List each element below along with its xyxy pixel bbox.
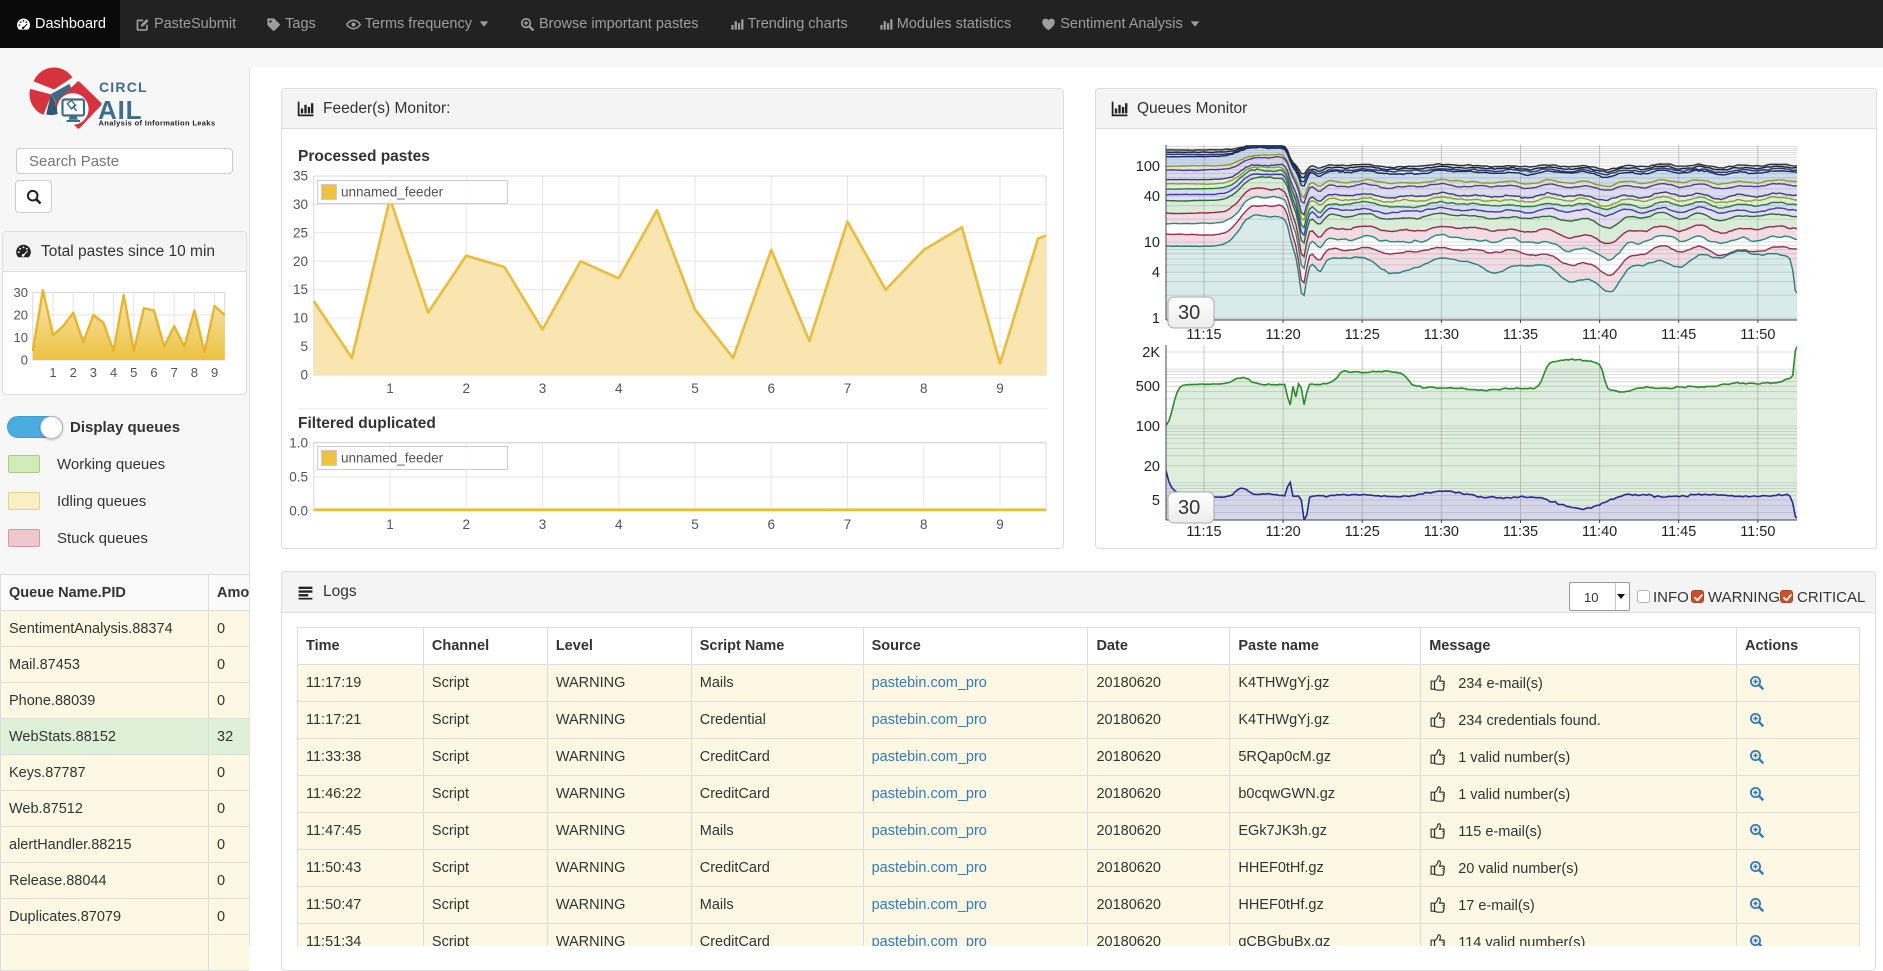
svg-text:6: 6	[767, 517, 775, 532]
svg-text:4: 4	[615, 517, 623, 532]
svg-text:1: 1	[386, 381, 394, 396]
svg-text:11:30: 11:30	[1424, 524, 1459, 540]
svg-text:11:50: 11:50	[1740, 327, 1775, 343]
svg-text:7: 7	[171, 365, 178, 380]
svg-text:11:35: 11:35	[1503, 524, 1538, 540]
svg-text:1: 1	[49, 365, 56, 380]
svg-text:100: 100	[1136, 419, 1160, 435]
svg-text:8: 8	[191, 365, 198, 380]
svg-text:Analysis of Information Leaks: Analysis of Information Leaks	[99, 119, 216, 128]
svg-text:4: 4	[1152, 265, 1160, 281]
svg-text:5: 5	[1152, 493, 1160, 509]
svg-text:30: 30	[293, 197, 308, 212]
svg-text:30: 30	[1178, 302, 1200, 324]
svg-text:3: 3	[539, 381, 547, 396]
svg-text:11:25: 11:25	[1345, 327, 1380, 343]
svg-text:30: 30	[14, 285, 28, 300]
svg-text:4: 4	[110, 365, 117, 380]
svg-text:10: 10	[1144, 235, 1160, 251]
svg-text:6: 6	[767, 381, 775, 396]
svg-text:11:20: 11:20	[1265, 327, 1300, 343]
svg-text:3: 3	[539, 517, 547, 532]
svg-text:0: 0	[300, 368, 308, 383]
svg-text:11:15: 11:15	[1186, 524, 1221, 540]
svg-text:2K: 2K	[1142, 345, 1160, 361]
svg-text:9: 9	[211, 365, 218, 380]
svg-text:4: 4	[615, 381, 623, 396]
svg-text:5: 5	[691, 517, 699, 532]
svg-text:11:35: 11:35	[1503, 327, 1538, 343]
svg-text:1: 1	[1152, 311, 1160, 327]
svg-text:3: 3	[90, 365, 97, 380]
svg-text:2: 2	[70, 365, 77, 380]
svg-text:35: 35	[293, 170, 308, 184]
svg-text:1: 1	[386, 517, 394, 532]
svg-text:11:40: 11:40	[1582, 524, 1617, 540]
svg-text:1.0: 1.0	[289, 436, 308, 451]
svg-text:11:30: 11:30	[1424, 327, 1459, 343]
svg-text:11:40: 11:40	[1582, 327, 1617, 343]
svg-text:AIL: AIL	[98, 95, 142, 125]
svg-text:0.5: 0.5	[289, 470, 308, 485]
svg-text:11:15: 11:15	[1186, 327, 1221, 343]
svg-text:11:45: 11:45	[1661, 524, 1696, 540]
svg-text:25: 25	[293, 225, 308, 240]
svg-text:11:25: 11:25	[1345, 524, 1380, 540]
svg-text:9: 9	[996, 517, 1004, 532]
svg-text:unnamed_feeder: unnamed_feeder	[341, 451, 444, 466]
svg-text:10: 10	[293, 311, 308, 326]
svg-text:0: 0	[21, 353, 28, 368]
svg-text:7: 7	[844, 381, 852, 396]
svg-text:20: 20	[1144, 459, 1160, 475]
svg-text:9: 9	[996, 381, 1004, 396]
svg-text:11:50: 11:50	[1740, 524, 1775, 540]
svg-text:30: 30	[1178, 497, 1200, 519]
svg-text:5: 5	[130, 365, 137, 380]
svg-text:8: 8	[920, 517, 928, 532]
svg-text:7: 7	[844, 517, 852, 532]
svg-text:2: 2	[462, 517, 470, 532]
svg-text:6: 6	[150, 365, 157, 380]
svg-text:20: 20	[14, 308, 28, 323]
svg-text:5: 5	[300, 339, 308, 354]
svg-text:unnamed_feeder: unnamed_feeder	[341, 185, 444, 200]
svg-text:40: 40	[1144, 189, 1160, 205]
svg-text:2: 2	[462, 381, 470, 396]
svg-text:11:20: 11:20	[1265, 524, 1300, 540]
svg-text:CIRCL: CIRCL	[99, 79, 148, 95]
svg-text:11:45: 11:45	[1661, 327, 1696, 343]
svg-text:8: 8	[920, 381, 928, 396]
svg-text:100: 100	[1136, 159, 1160, 175]
svg-text:10: 10	[14, 330, 28, 345]
svg-text:0.0: 0.0	[289, 504, 308, 519]
svg-text:20: 20	[293, 254, 308, 269]
svg-text:15: 15	[293, 282, 308, 297]
svg-text:5: 5	[691, 381, 699, 396]
svg-text:500: 500	[1136, 379, 1160, 395]
